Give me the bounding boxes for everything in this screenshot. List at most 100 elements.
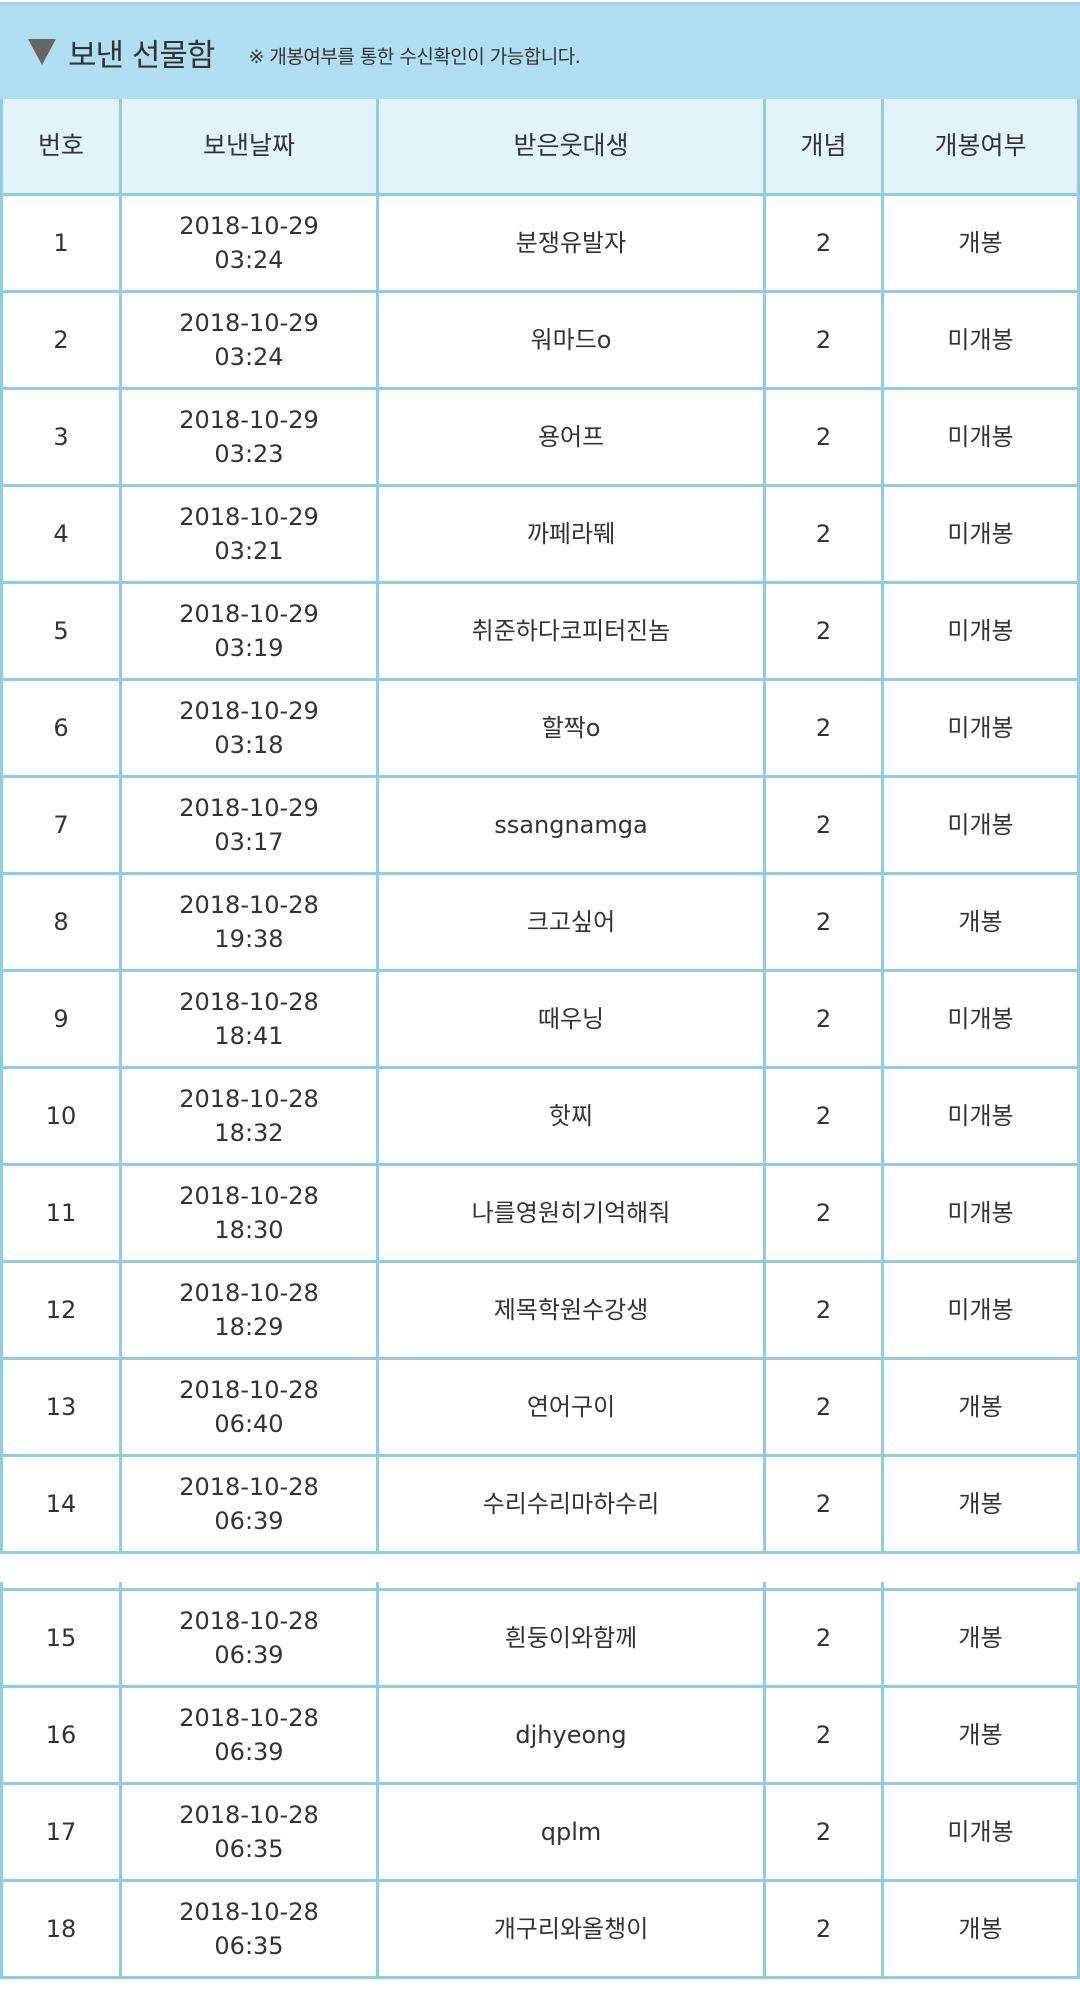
cell-opened-status: 개봉 [881, 1882, 1080, 1976]
cell-number: 18 [0, 1882, 119, 1976]
table-row[interactable]: 4 2018-10-29 03:21 까페라뛔 2 미개봉 [0, 487, 1080, 584]
cell-number: 8 [0, 875, 119, 969]
cell-opened-status: 미개봉 [881, 778, 1080, 872]
cell-date: 2018-10-29 03:18 [119, 681, 376, 775]
date-text: 2018-10-28 [179, 1279, 319, 1307]
cell-recipient: 취준하다코피터진놈 [376, 584, 763, 678]
col-header-opened: 개봉여부 [881, 99, 1080, 193]
cell-recipient: 용어프 [376, 390, 763, 484]
time-text: 06:35 [214, 1835, 284, 1863]
cell-recipient: 흰둥이와함께 [376, 1591, 763, 1685]
time-text: 03:19 [214, 634, 284, 662]
date-text: 2018-10-29 [179, 503, 319, 531]
cell-recipient: 크고싶어 [376, 875, 763, 969]
cell-number: 14 [0, 1457, 119, 1551]
cell-count: 2 [763, 1360, 881, 1454]
table-row[interactable]: 6 2018-10-29 03:18 할짝o 2 미개봉 [0, 681, 1080, 778]
page-title: 보낸 선물함 [68, 37, 215, 74]
time-text: 06:40 [214, 1410, 284, 1438]
date-text: 2018-10-29 [179, 600, 319, 628]
time-text: 03:21 [214, 537, 284, 565]
table-row[interactable]: 5 2018-10-29 03:19 취준하다코피터진놈 2 미개봉 [0, 584, 1080, 681]
cell-date: 2018-10-28 18:30 [119, 1166, 376, 1260]
cell-opened-status: 미개봉 [881, 1785, 1080, 1879]
time-text: 18:32 [214, 1119, 284, 1147]
cell-date: 2018-10-28 06:39 [119, 1688, 376, 1782]
cell-opened-status: 미개봉 [881, 1263, 1080, 1357]
cell-recipient: 까페라뛔 [376, 487, 763, 581]
col-header-count: 개념 [763, 99, 881, 193]
cell-number: 10 [0, 1069, 119, 1163]
header-note: ※ 개봉여부를 통한 수신확인이 가능합니다. [248, 45, 581, 68]
cell-count: 2 [763, 1882, 881, 1976]
cell-recipient: 워마드o [376, 293, 763, 387]
table-header-row: 번호 보낸날짜 받은웃대생 개념 개봉여부 [0, 99, 1080, 196]
cell-recipient: 개구리와올챙이 [376, 1882, 763, 1976]
table-row[interactable]: 11 2018-10-28 18:30 나를영원히기억해줘 2 미개봉 [0, 1166, 1080, 1263]
cell-recipient: 분쟁유발자 [376, 196, 763, 290]
date-text: 2018-10-28 [179, 1376, 319, 1404]
cell-opened-status: 개봉 [881, 1591, 1080, 1685]
cell-count: 2 [763, 1457, 881, 1551]
cell-count: 2 [763, 778, 881, 872]
table-row[interactable]: 16 2018-10-28 06:39 djhyeong 2 개봉 [0, 1688, 1080, 1785]
table-row[interactable]: 17 2018-10-28 06:35 qplm 2 미개봉 [0, 1785, 1080, 1882]
cell-date: 2018-10-28 19:38 [119, 875, 376, 969]
cell-opened-status: 미개봉 [881, 293, 1080, 387]
time-text: 06:35 [214, 1932, 284, 1960]
cell-opened-status: 개봉 [881, 1360, 1080, 1454]
cell-opened-status: 미개봉 [881, 681, 1080, 775]
cell-count: 2 [763, 875, 881, 969]
table-row[interactable]: 13 2018-10-28 06:40 연어구이 2 개봉 [0, 1360, 1080, 1457]
time-text: 03:17 [214, 828, 284, 856]
cell-recipient: djhyeong [376, 1688, 763, 1782]
cell-number: 6 [0, 681, 119, 775]
date-text: 2018-10-29 [179, 309, 319, 337]
date-text: 2018-10-28 [179, 1473, 319, 1501]
date-text: 2018-10-28 [179, 1085, 319, 1113]
time-text: 06:39 [214, 1507, 284, 1535]
table-row[interactable]: 9 2018-10-28 18:41 때우닝 2 미개봉 [0, 972, 1080, 1069]
cell-opened-status: 미개봉 [881, 972, 1080, 1066]
cell-opened-status: 미개봉 [881, 390, 1080, 484]
cell-recipient: ssangnamga [376, 778, 763, 872]
cell-number: 7 [0, 778, 119, 872]
cell-count: 2 [763, 584, 881, 678]
date-text: 2018-10-28 [179, 891, 319, 919]
cell-number: 5 [0, 584, 119, 678]
table-row[interactable]: 2 2018-10-29 03:24 워마드o 2 미개봉 [0, 293, 1080, 390]
table-row[interactable]: 1 2018-10-29 03:24 분쟁유발자 2 개봉 [0, 196, 1080, 293]
table-row[interactable]: 10 2018-10-28 18:32 핫찌 2 미개봉 [0, 1069, 1080, 1166]
cell-count: 2 [763, 390, 881, 484]
cell-date: 2018-10-29 03:24 [119, 196, 376, 290]
cell-date: 2018-10-29 03:24 [119, 293, 376, 387]
table-row[interactable]: 12 2018-10-28 18:29 제목학원수강생 2 미개봉 [0, 1263, 1080, 1360]
cell-opened-status: 개봉 [881, 1457, 1080, 1551]
cell-date: 2018-10-28 18:29 [119, 1263, 376, 1357]
col-header-number: 번호 [0, 99, 119, 193]
table-row[interactable]: 8 2018-10-28 19:38 크고싶어 2 개봉 [0, 875, 1080, 972]
table-row[interactable]: 14 2018-10-28 06:39 수리수리마하수리 2 개봉 [0, 1457, 1080, 1554]
cell-date: 2018-10-29 03:21 [119, 487, 376, 581]
time-text: 18:29 [214, 1313, 284, 1341]
time-text: 19:38 [214, 925, 284, 953]
cell-number: 12 [0, 1263, 119, 1357]
date-text: 2018-10-28 [179, 1607, 319, 1635]
cell-count: 2 [763, 1688, 881, 1782]
cell-recipient: 연어구이 [376, 1360, 763, 1454]
table-row[interactable]: 3 2018-10-29 03:23 용어프 2 미개봉 [0, 390, 1080, 487]
cell-recipient: qplm [376, 1785, 763, 1879]
cell-count: 2 [763, 972, 881, 1066]
cell-recipient: 수리수리마하수리 [376, 1457, 763, 1551]
table-row[interactable]: 15 2018-10-28 06:39 흰둥이와함께 2 개봉 [0, 1591, 1080, 1688]
cell-count: 2 [763, 1591, 881, 1685]
table-row[interactable]: 7 2018-10-29 03:17 ssangnamga 2 미개봉 [0, 778, 1080, 875]
time-text: 06:39 [214, 1641, 284, 1669]
table-row[interactable]: 18 2018-10-28 06:35 개구리와올챙이 2 개봉 [0, 1882, 1080, 1979]
cell-date: 2018-10-28 06:39 [119, 1591, 376, 1685]
cell-opened-status: 개봉 [881, 196, 1080, 290]
cell-number: 15 [0, 1591, 119, 1685]
cell-recipient: 나를영원히기억해줘 [376, 1166, 763, 1260]
cell-date: 2018-10-28 06:39 [119, 1457, 376, 1551]
cell-count: 2 [763, 487, 881, 581]
